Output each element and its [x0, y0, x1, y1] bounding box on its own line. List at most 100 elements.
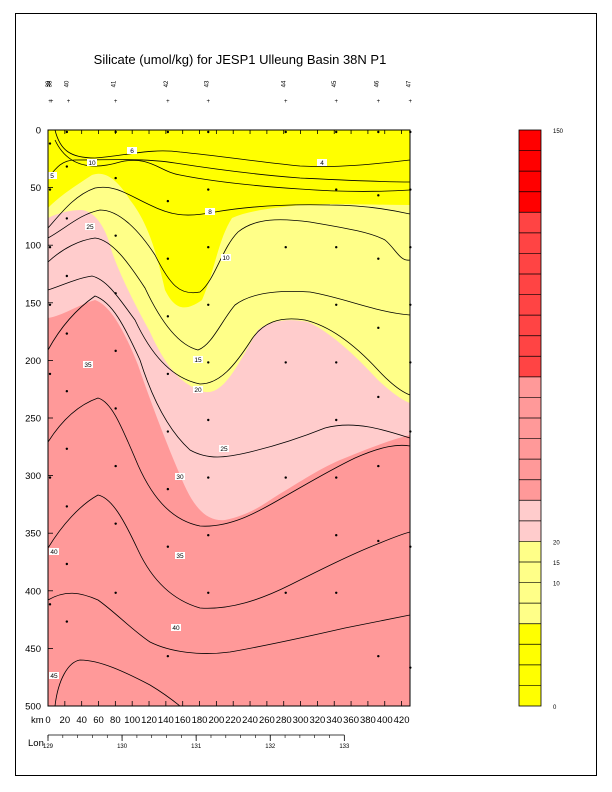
- figure-frame: [15, 13, 597, 776]
- contour-label: 20: [194, 387, 202, 394]
- sample-dot: [48, 142, 52, 145]
- x-tick-label: 220: [225, 715, 241, 726]
- sample-dot: [335, 534, 338, 537]
- sample-dot: [335, 188, 338, 191]
- colorbar-label: 15: [553, 561, 560, 567]
- contour-line-4: [54, 130, 410, 167]
- sample-dot: [65, 165, 69, 168]
- contour-line-20: [48, 275, 410, 396]
- sample-dot: [335, 246, 338, 249]
- sample-dot: [284, 361, 287, 364]
- contour-label-bg: [47, 172, 57, 179]
- sample-dot: [65, 130, 69, 134]
- contour-label-bg: [49, 672, 59, 679]
- lon-axis-title: Lon: [28, 738, 44, 749]
- contour-label: 10: [222, 255, 230, 262]
- station-marker: +: [284, 99, 288, 105]
- x-tick-label: 280: [276, 715, 292, 726]
- contour-label-bg: [49, 548, 59, 555]
- y-tick-label: 350: [25, 529, 41, 540]
- contour-label: 40: [50, 549, 58, 556]
- lon-tick-label: 132: [265, 744, 276, 750]
- sample-dot: [48, 303, 52, 306]
- contour-label-bg: [175, 552, 185, 559]
- contour-label: 35: [84, 362, 92, 369]
- sample-dot: [48, 603, 52, 606]
- sample-dot: [377, 395, 380, 399]
- x-tick-label: 320: [309, 715, 325, 726]
- lon-tick-label: 130: [117, 744, 128, 750]
- sample-dot: [207, 361, 210, 364]
- sample-dot: [65, 447, 69, 450]
- sample-dot: [335, 303, 338, 306]
- chart-title: Silicate (umol/kg) for JESP1 Ulleung Bas…: [93, 52, 387, 67]
- y-tick-label: 150: [25, 298, 41, 309]
- contour-label: 4: [320, 160, 324, 167]
- sample-dot: [335, 476, 338, 479]
- contour-lines: [48, 130, 410, 706]
- colorbar-label: 0: [553, 705, 557, 711]
- station-marker: +: [207, 99, 211, 105]
- sample-dot: [166, 487, 170, 491]
- sample-dot: [377, 539, 380, 543]
- x-tick-label: 60: [93, 715, 104, 726]
- sample-dot: [65, 505, 69, 508]
- contour-label-bg: [85, 223, 95, 230]
- sample-dot: [284, 476, 287, 479]
- contour-label-bg: [127, 147, 137, 154]
- sample-dot: [377, 464, 380, 468]
- contour-label-bg: [83, 361, 93, 368]
- x-tick-label: 160: [175, 715, 191, 726]
- x-tick-label: 240: [242, 715, 258, 726]
- contour-line-45: [54, 659, 181, 706]
- y-tick-label: 50: [30, 183, 41, 194]
- contour-label-bg: [193, 386, 203, 393]
- y-tick-label: 500: [25, 702, 41, 713]
- x-tick-label: 120: [141, 715, 157, 726]
- sample-dot: [377, 654, 380, 658]
- contour-line-6: [54, 139, 410, 192]
- sample-dot: [207, 591, 210, 594]
- contour-label: 40: [172, 625, 180, 632]
- x-tick-label: 0: [45, 715, 50, 726]
- colorbar: 150 20 15 10 0: [518, 129, 564, 711]
- sample-dot: [65, 332, 69, 335]
- contour-line-35: [48, 494, 410, 609]
- sample-dot: [114, 234, 117, 237]
- y-tick-label: 450: [25, 644, 41, 655]
- colorbar-label: 10: [553, 582, 560, 588]
- x-tick-label: 260: [259, 715, 275, 726]
- colorbar-label: 20: [553, 540, 560, 546]
- sample-dot: [48, 476, 52, 479]
- sample-dot: [207, 476, 210, 479]
- contour-label-bg: [205, 208, 215, 215]
- sample-dot: [114, 349, 117, 353]
- contour-label: 6: [130, 148, 134, 155]
- sample-dot: [335, 418, 338, 422]
- sample-dot: [166, 315, 170, 318]
- y-tick-label: 100: [25, 241, 41, 252]
- x-tick-label: 100: [124, 715, 140, 726]
- station-label: 41: [112, 80, 118, 87]
- sample-dot: [166, 130, 170, 134]
- station-marker: +: [50, 99, 54, 105]
- x-tick-label: 80: [110, 715, 121, 726]
- sample-dot: [166, 199, 170, 203]
- sample-dot: [65, 274, 69, 278]
- x-tick-label: 400: [377, 715, 393, 726]
- y-axis: 0 50 100 150 200 250 300 350 400 450 500: [25, 126, 53, 713]
- x-axis-title: km: [31, 715, 44, 726]
- x-tick-label: 380: [360, 715, 376, 726]
- sample-dot: [207, 418, 210, 422]
- contour-label: 5: [50, 173, 54, 180]
- sample-dot: [377, 257, 380, 260]
- lon-tick-label: 131: [191, 744, 202, 750]
- contour-line-10: [48, 209, 410, 294]
- station-label: 44: [282, 80, 288, 87]
- x-tick-label: 340: [326, 715, 342, 726]
- station-marker: +: [409, 99, 413, 105]
- sample-dot: [284, 246, 287, 249]
- sample-dot: [166, 545, 170, 548]
- station-marker: +: [334, 99, 338, 105]
